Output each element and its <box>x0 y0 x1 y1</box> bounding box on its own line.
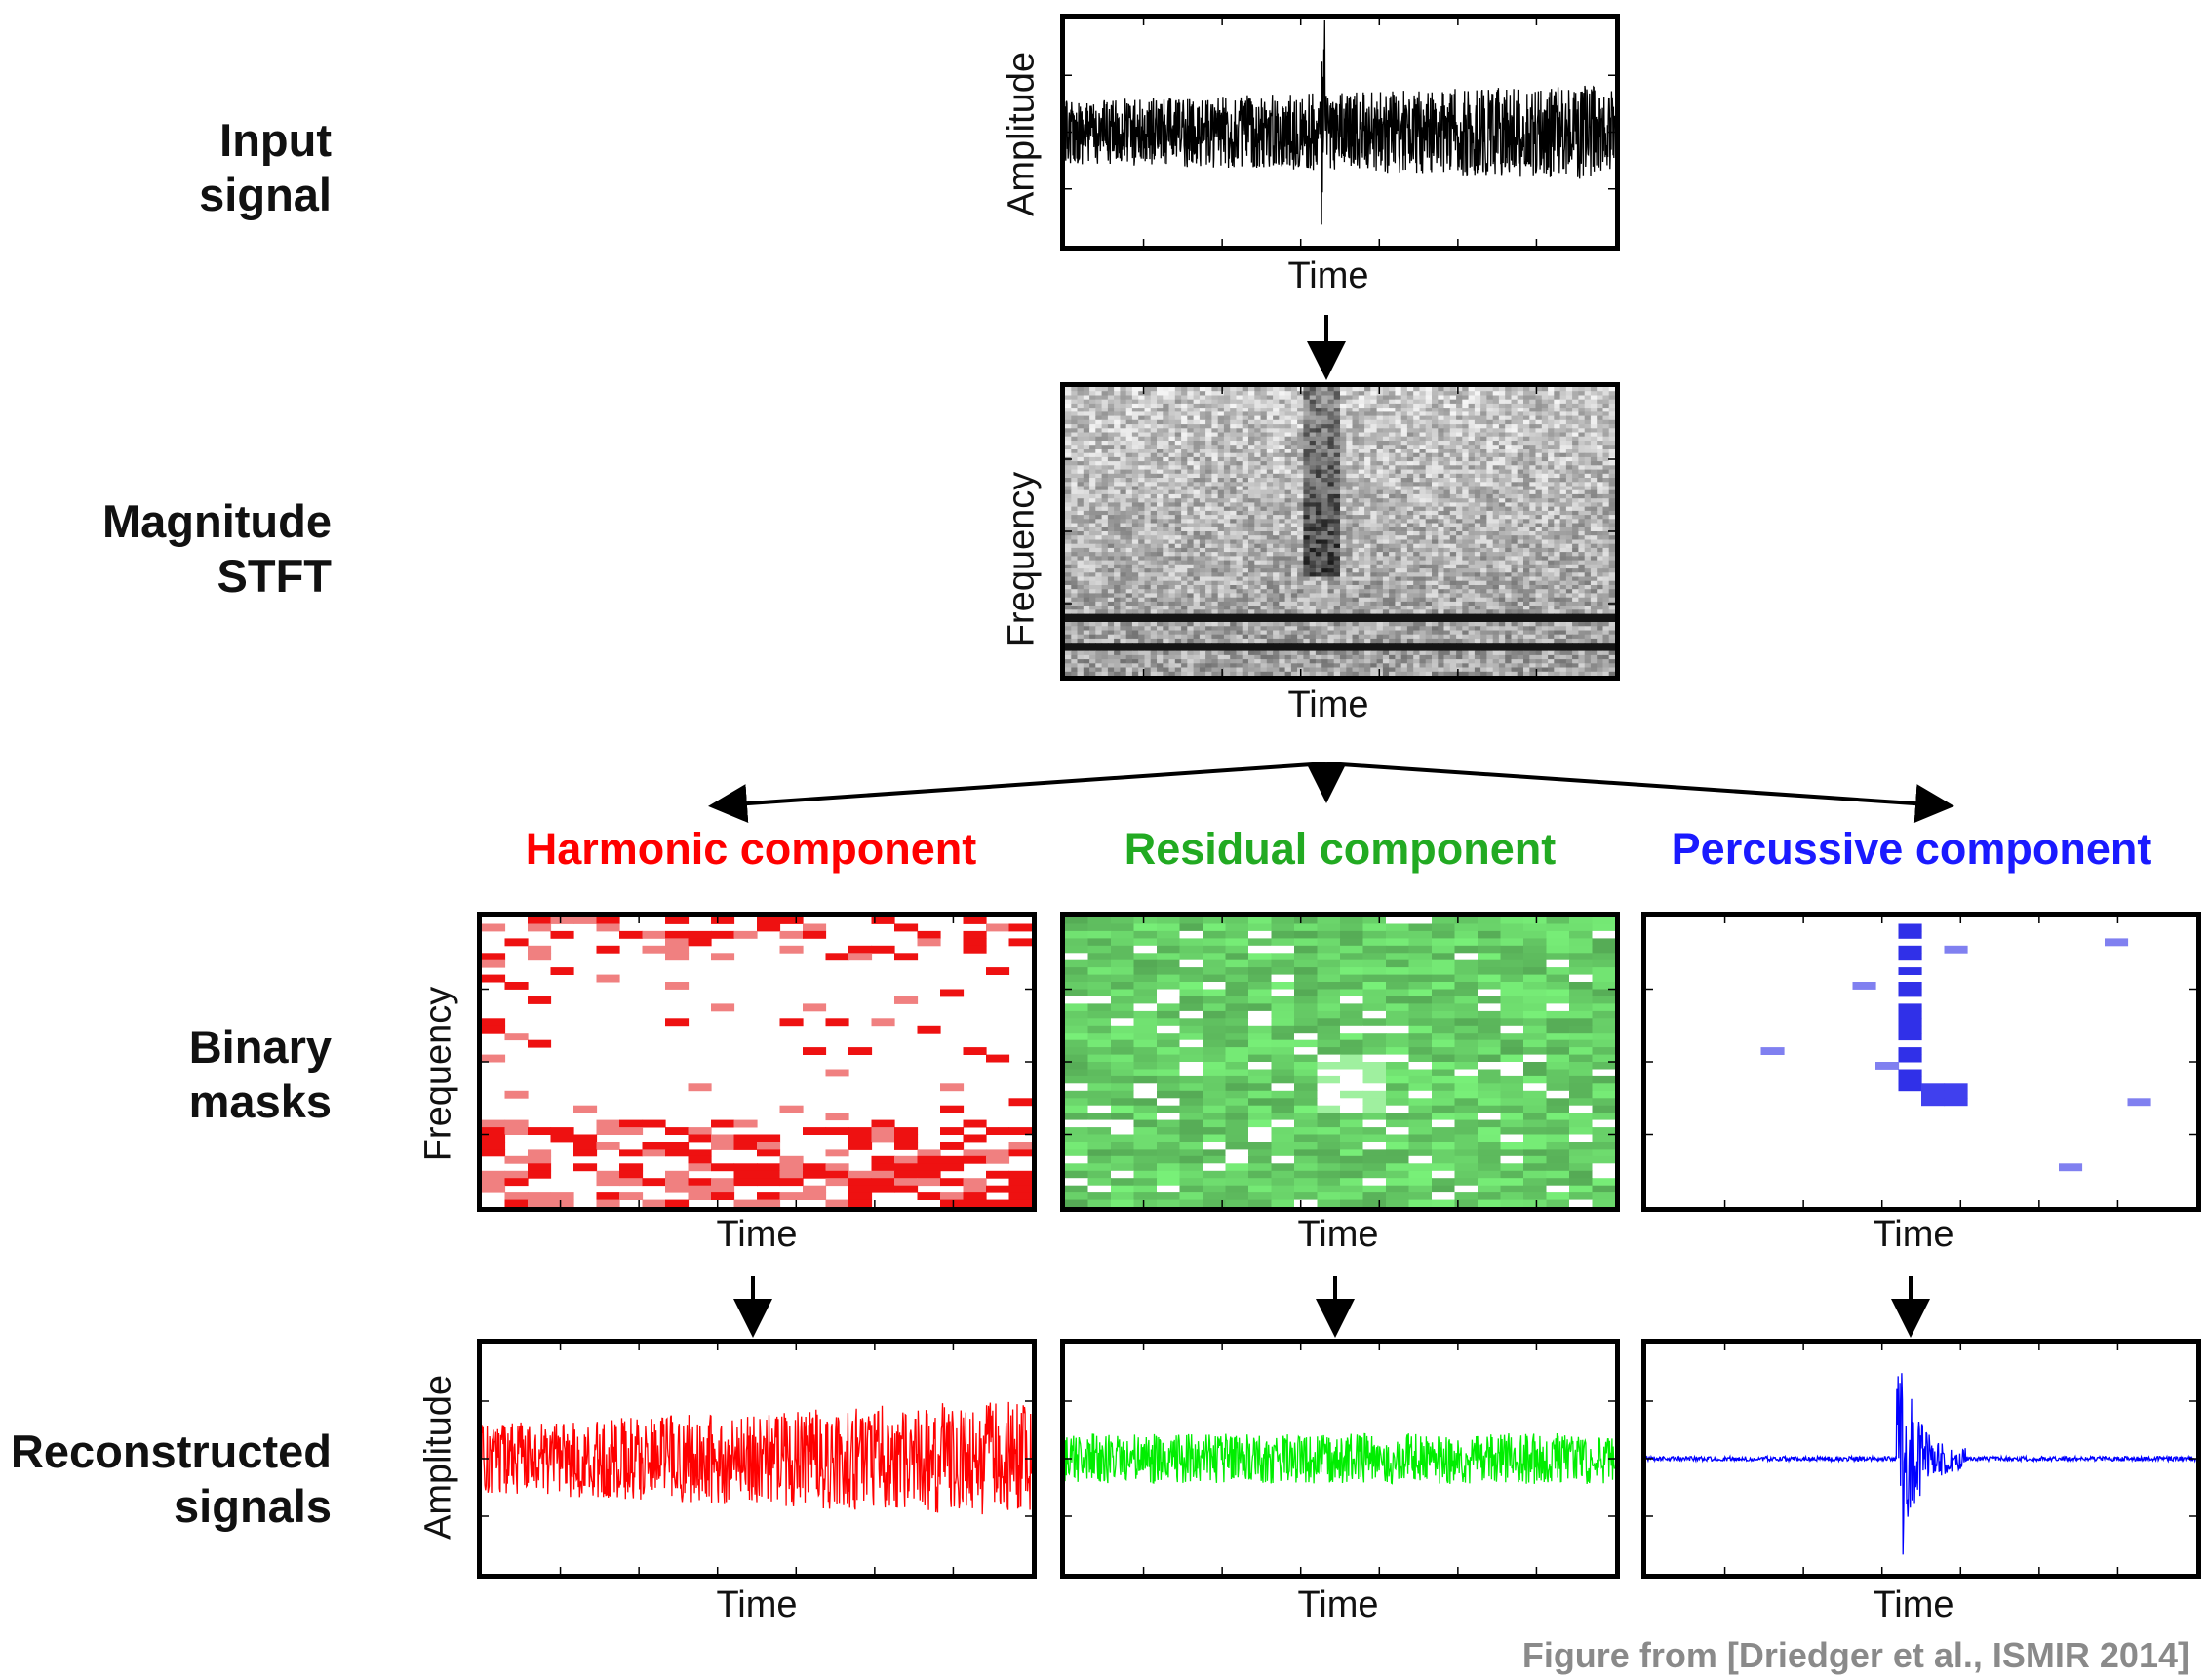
input-time-axis-label: Time <box>1287 255 1369 296</box>
residual-mask-time-axis-label: Time <box>1297 1214 1379 1255</box>
stft-time-axis-label: Time <box>1287 684 1369 725</box>
residual-recon-time-axis-label: Time <box>1297 1584 1379 1625</box>
arrow-stft-to-harmonic <box>708 762 1327 824</box>
percussive-binary-mask-panel <box>1641 912 2201 1212</box>
row-label-magnitude-stft: Magnitude STFT <box>102 495 332 602</box>
percussive-reconstructed-signal-panel <box>1641 1339 2201 1579</box>
arrow-stft-to-percussive <box>1325 762 1954 824</box>
harmonic-component-title: Harmonic component <box>525 824 977 874</box>
harmonic-mask-time-axis-label: Time <box>716 1214 798 1255</box>
percussive-component-title: Percussive component <box>1671 824 2152 874</box>
row-label-reconstructed-signals: Reconstructed signals <box>10 1426 332 1532</box>
residual-component-title: Residual component <box>1124 824 1557 874</box>
figure-credit: Figure from [Driedger et al., ISMIR 2014… <box>1521 1635 2189 1675</box>
harmonic-reconstructed-signal-panel <box>477 1339 1037 1579</box>
residual-binary-mask-panel <box>1060 912 1620 1212</box>
row-label-binary-masks: Binary masks <box>188 1021 332 1127</box>
residual-reconstructed-signal-panel <box>1060 1339 1620 1579</box>
input-signal-waveform-panel <box>1060 14 1620 251</box>
harmonic-recon-time-axis-label: Time <box>716 1584 798 1625</box>
percussive-recon-time-axis-label: Time <box>1873 1584 1954 1625</box>
harmonic-binary-mask-panel <box>477 912 1037 1212</box>
percussive-mask-time-axis-label: Time <box>1873 1214 1954 1255</box>
row-label-input-signal: Input signal <box>199 114 332 220</box>
magnitude-stft-spectrogram-panel <box>1060 382 1620 681</box>
